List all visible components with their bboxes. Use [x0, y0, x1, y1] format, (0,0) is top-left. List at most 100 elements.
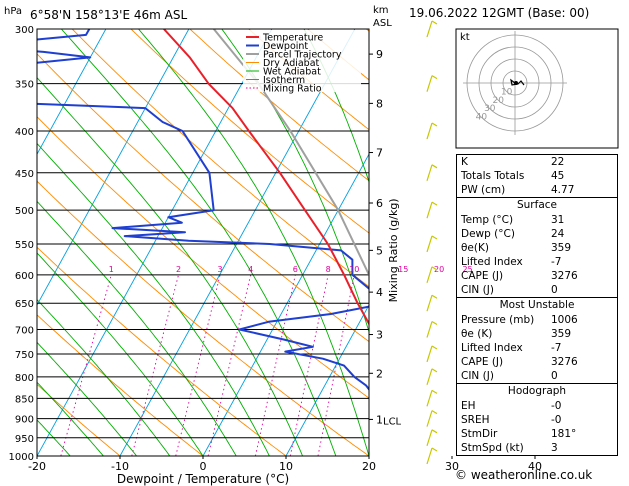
mixing-ratio-line	[175, 274, 221, 456]
height-tick-label: 8	[376, 97, 383, 110]
stmdir-label: StmDir	[461, 428, 498, 440]
pressure-tick-label: 600	[15, 271, 34, 282]
height-tick-label: 5	[376, 244, 383, 257]
mixing-ratio-line	[60, 274, 112, 456]
wind-barb-flag	[431, 294, 438, 299]
wind-barb-flag	[431, 429, 438, 434]
mu-cin-label: CIN (J)	[461, 370, 494, 382]
pressure-tick-label: 1000	[9, 452, 34, 463]
hodograph-ring-label: 30	[484, 104, 496, 114]
height-tick-label: 4	[376, 286, 383, 299]
wind-barb	[426, 235, 433, 253]
wind-barb-flag	[431, 164, 438, 169]
pressure-tick-label: 400	[15, 127, 34, 138]
wet-adiabat-line	[37, 381, 104, 456]
basic-indices: K 22 Totals Totals 45 PW (cm) 4.77	[456, 154, 618, 198]
hodograph-frame	[455, 28, 619, 149]
mixing-ratio-line	[254, 274, 296, 456]
wind-barb	[426, 164, 433, 181]
surface-theta-value: 359	[551, 242, 572, 254]
wind-barb-flag	[431, 447, 438, 452]
pressure-tick-label: 450	[15, 169, 34, 180]
legend-entry: Mixing Ratio	[263, 84, 322, 95]
temperature-tick-label: -20	[28, 460, 46, 473]
wind-barb-flag	[431, 368, 438, 373]
height-tick-label: 9	[376, 48, 383, 61]
temperature-tick-label: 30	[445, 460, 459, 473]
surface-section: Surface Temp (°C) 31 Dewp (°C) 24 θe(K) 359…	[456, 198, 618, 298]
mixing-ratio-label: 6	[293, 265, 298, 274]
hodograph-ring-label: 20	[492, 96, 504, 106]
mixing-ratio-line	[207, 274, 252, 456]
surface-dewp-value: 24	[551, 228, 565, 240]
legend-box	[243, 30, 361, 92]
pressure-tick-label: 300	[15, 25, 34, 36]
hodograph-ring-label: 10	[501, 87, 513, 97]
stmspd-label: StmSpd (kt)	[461, 442, 524, 454]
wind-barb	[426, 321, 433, 338]
mixing-ratio-label: 2	[176, 265, 181, 274]
surface-theta-label: θe(K)	[461, 242, 489, 254]
sreh-value: -0	[551, 414, 562, 426]
temperature-tick-label: 10	[279, 460, 293, 473]
surface-temp-label: Temp (°C)	[461, 214, 514, 226]
pressure-tick-label: 800	[15, 373, 34, 384]
isotherm-line	[202, 153, 369, 456]
mixing-ratio-label: 3	[218, 265, 223, 274]
mu-title: Most Unstable	[499, 299, 575, 311]
dry-adiabat-line	[37, 383, 121, 456]
mu-pressure-value: 1006	[551, 314, 578, 326]
wind-barb-flag	[431, 266, 438, 271]
height-tick-label: 7	[376, 147, 383, 160]
wind-barb-flag	[431, 389, 438, 394]
pressure-tick-label: 500	[15, 206, 34, 217]
isotherm-line	[37, 29, 190, 307]
temperature-tick-label: -10	[111, 460, 129, 473]
mu-li-value: -7	[551, 342, 562, 354]
pressure-unit: hPa	[4, 6, 22, 17]
height-tick-label: 3	[376, 329, 383, 342]
mixing-ratio-label: 25	[462, 265, 472, 274]
legend-entry: Dewpoint	[263, 41, 308, 52]
mixing-ratio-line	[289, 274, 329, 456]
lcl-label: LCL	[383, 417, 402, 428]
legend-entry: Wet Adiabat	[263, 67, 321, 78]
dewpoint-line	[37, 29, 369, 391]
mixing-ratio-axis-title: Mixing Ratio (g/kg)	[387, 198, 400, 302]
pressure-tick-label: 650	[15, 299, 34, 310]
wind-barb-flag	[431, 345, 438, 350]
wind-barb	[426, 410, 433, 427]
pressure-tick-label: 700	[15, 326, 34, 337]
legend-entry: Temperature	[262, 33, 323, 44]
surface-dewp-label: Dewp (°C)	[461, 228, 515, 240]
mixing-ratio-line	[317, 274, 355, 456]
wet-adiabat-line	[303, 29, 369, 184]
hodograph-title: Hodograph	[507, 385, 567, 397]
k-value: 22	[551, 156, 565, 168]
wind-barb-flag	[431, 122, 438, 127]
legend-entry: Parcel Trajectory	[263, 50, 342, 61]
wind-barb	[426, 266, 433, 284]
mu-cape-label: CAPE (J)	[461, 356, 504, 368]
pw-label: PW (cm)	[461, 184, 506, 196]
wind-barb	[426, 122, 433, 140]
mu-theta-label: θe (K)	[461, 328, 493, 340]
surface-cape-label: CAPE (J)	[461, 270, 504, 282]
stmdir-value: 181°	[551, 428, 577, 440]
wind-barb	[426, 201, 433, 219]
wind-barbs	[426, 20, 438, 465]
credit-footer: © weatheronline.co.uk	[455, 468, 593, 482]
mu-li-label: Lifted Index	[461, 342, 523, 354]
wind-barb	[426, 429, 433, 446]
surface-cape-value: 3276	[551, 270, 578, 282]
tt-value: 45	[551, 170, 565, 182]
wind-barb-flag	[431, 20, 438, 25]
wind-barb-flag	[431, 320, 438, 326]
dry-adiabat-line	[71, 29, 369, 288]
height-unit-asl: ASL	[373, 18, 392, 29]
indices-panel: K 22 Totals Totals 45 PW (cm) 4.77 Surface …	[456, 154, 618, 456]
location-title: 6°58'N 158°13'E 46m ASL	[30, 8, 187, 22]
wind-barb	[426, 75, 433, 92]
wind-barb-flag	[431, 75, 438, 80]
